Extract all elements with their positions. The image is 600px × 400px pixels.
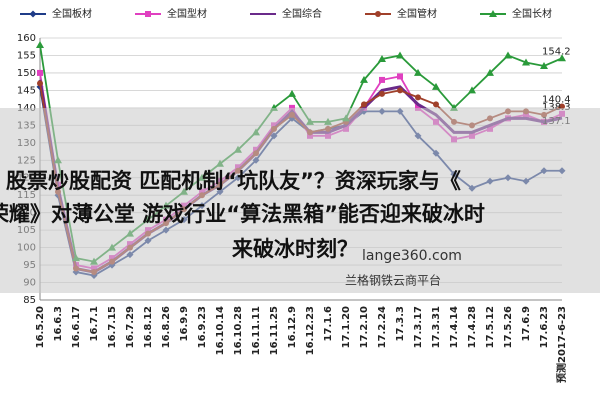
x-tick-label: 17.4.14 <box>449 306 460 348</box>
x-tick-label: 17.2.10 <box>359 306 370 348</box>
point <box>397 87 403 94</box>
point <box>361 101 367 108</box>
x-tick-label: 17.5.26 <box>503 306 514 348</box>
watermark: lange360.com <box>362 248 462 264</box>
x-tick-label: 16.10.14 <box>215 306 226 355</box>
x-tick-label: 16.12.23 <box>305 306 316 355</box>
legend-label: 全国管材 <box>397 7 437 20</box>
point <box>486 68 494 76</box>
point <box>396 51 404 59</box>
end-label: 138.3 <box>542 102 571 113</box>
point <box>36 40 44 48</box>
legend-marker <box>29 10 37 18</box>
watermark: 兰格钢铁云商平台 <box>345 273 441 288</box>
point <box>433 101 439 108</box>
x-tick-label: 预测2017-6-23 <box>555 306 568 383</box>
x-tick-label: 16.6.3 <box>53 306 64 341</box>
point <box>289 104 295 111</box>
x-tick-label: 16.11.11 <box>251 306 262 355</box>
legend-label: 全国长材 <box>512 7 552 20</box>
x-tick-label: 16.10.28 <box>233 306 244 355</box>
x-tick-label: 16.7.1 <box>89 306 100 341</box>
point <box>432 82 440 90</box>
y-tick-label: 160 <box>17 33 36 44</box>
legend-marker <box>375 11 381 17</box>
x-tick-label: 17.3.17 <box>413 306 424 348</box>
point <box>397 73 403 80</box>
point <box>415 104 421 111</box>
x-tick-label: 17.4.28 <box>467 306 478 348</box>
x-tick-label: 17.1.20 <box>341 306 352 348</box>
point <box>288 89 296 97</box>
x-tick-label: 17.6.23 <box>539 306 550 348</box>
point <box>378 54 386 62</box>
x-tick-label: 16.7.15 <box>107 306 118 348</box>
legend-label: 全国板材 <box>52 7 92 20</box>
x-tick-label: 17.1.6 <box>323 306 334 341</box>
y-tick-label: 150 <box>17 68 36 79</box>
x-tick-label: 16.9.23 <box>197 306 208 348</box>
point <box>522 58 530 66</box>
y-tick-label: 155 <box>17 50 36 61</box>
y-tick-label: 85 <box>23 295 36 306</box>
point <box>379 90 385 97</box>
point <box>37 69 43 76</box>
x-tick-label: 16.8.26 <box>161 306 172 348</box>
x-tick-label: 16.6.17 <box>71 306 82 348</box>
point <box>504 51 512 59</box>
legend-marker <box>145 11 151 17</box>
y-tick-label: 145 <box>17 85 36 96</box>
x-tick-label: 16.12.9 <box>287 306 298 348</box>
point <box>379 76 385 83</box>
x-tick-label: 16.9.9 <box>179 306 190 341</box>
point <box>415 94 421 101</box>
point <box>360 75 368 83</box>
x-tick-label: 17.6.9 <box>521 306 532 341</box>
x-tick-label: 17.3.3 <box>395 306 406 341</box>
point <box>559 103 565 110</box>
overlay-text: 来破冰时刻？ <box>232 237 358 261</box>
x-tick-label: 17.3.31 <box>431 306 442 348</box>
point <box>414 68 422 76</box>
legend-label: 全国型材 <box>167 7 207 20</box>
legend-label: 全国综合 <box>282 7 322 20</box>
x-tick-label: 16.8.12 <box>143 306 154 348</box>
legend-marker <box>489 10 497 17</box>
point <box>468 86 476 94</box>
overlay-band <box>0 108 600 293</box>
x-tick-label: 16.7.29 <box>125 306 136 348</box>
point <box>558 54 566 62</box>
x-tick-label: 17.5.12 <box>485 306 496 348</box>
overlay-text: 荣耀》对薄公堂 游戏行业“算法黑箱”能否迎来破冰时 <box>0 202 485 226</box>
overlay-text: 股票炒股配资 匹配机制“坑队友”？资深玩家与《 <box>6 169 461 193</box>
x-tick-label: 16.11.25 <box>269 306 280 355</box>
end-label: 140.4 <box>542 94 571 105</box>
point <box>540 61 548 69</box>
x-tick-label: 16.5.20 <box>35 306 46 348</box>
x-tick-label: 17.2.24 <box>377 306 388 348</box>
point <box>37 80 43 87</box>
end-label: 154.2 <box>542 46 571 57</box>
